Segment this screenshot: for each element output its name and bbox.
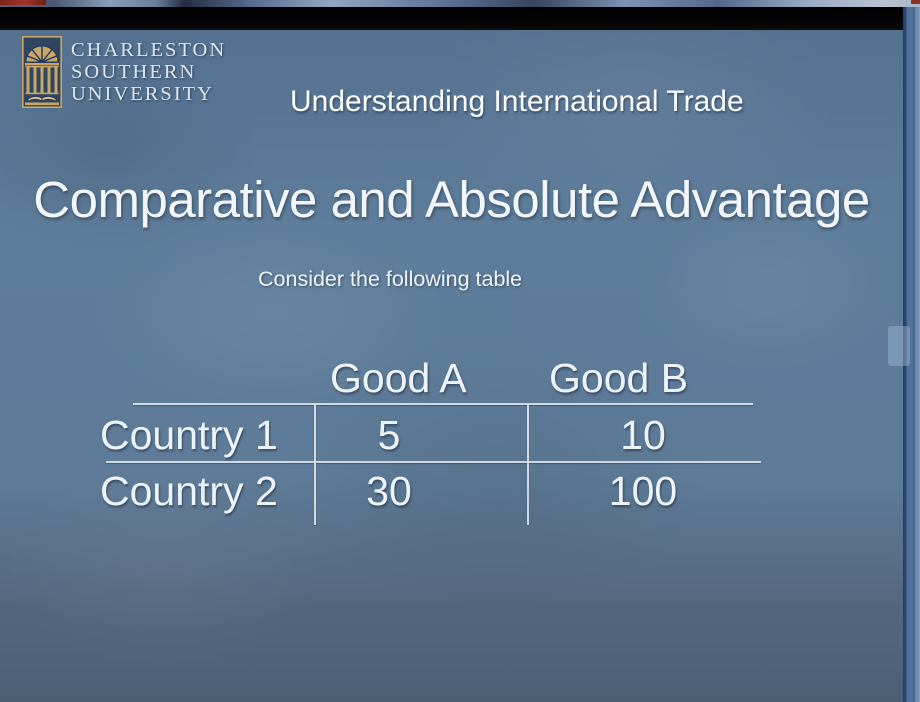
table-cell-country2-good-a: 30 [366, 468, 412, 514]
table-header-rule [133, 403, 753, 405]
slide-background: CHARLESTON SOUTHERN UNIVERSITY Understan… [0, 30, 903, 702]
table-row-label-country-2: Country 2 [100, 468, 278, 514]
titlebar-red-corner-fragment [911, 0, 920, 4]
table-column-divider-2 [527, 404, 529, 525]
table-cell-country1-good-a: 5 [377, 412, 401, 458]
logo-line-2: SOUTHERN [71, 61, 197, 83]
table-column-divider-1 [314, 404, 316, 525]
slide-title: Comparative and Absolute Advantage [33, 171, 870, 228]
table-header-good-b: Good B [549, 355, 689, 401]
right-edge-artifact [888, 326, 910, 366]
course-title: Understanding International Trade [290, 85, 744, 118]
video-letterbox-bar [0, 7, 903, 30]
logo-line-1: CHARLESTON [71, 39, 227, 61]
window-titlebar-sliver [0, 0, 920, 7]
window-right-edge-strip [903, 0, 920, 702]
slide-subtitle: Consider the following table [258, 267, 523, 291]
table-cell-country1-good-b: 10 [620, 412, 666, 458]
titlebar-red-fragment [0, 0, 46, 5]
table-row-rule [106, 461, 761, 463]
university-doorway-icon [22, 36, 62, 108]
table-cell-country2-good-b: 100 [608, 468, 678, 514]
table-header-good-a: Good A [330, 355, 467, 401]
table-row-label-country-1: Country 1 [100, 412, 278, 458]
university-name: CHARLESTON SOUTHERN UNIVERSITY [71, 39, 226, 105]
logo-line-3: UNIVERSITY [71, 83, 214, 105]
university-logo: CHARLESTON SOUTHERN UNIVERSITY [22, 36, 226, 108]
